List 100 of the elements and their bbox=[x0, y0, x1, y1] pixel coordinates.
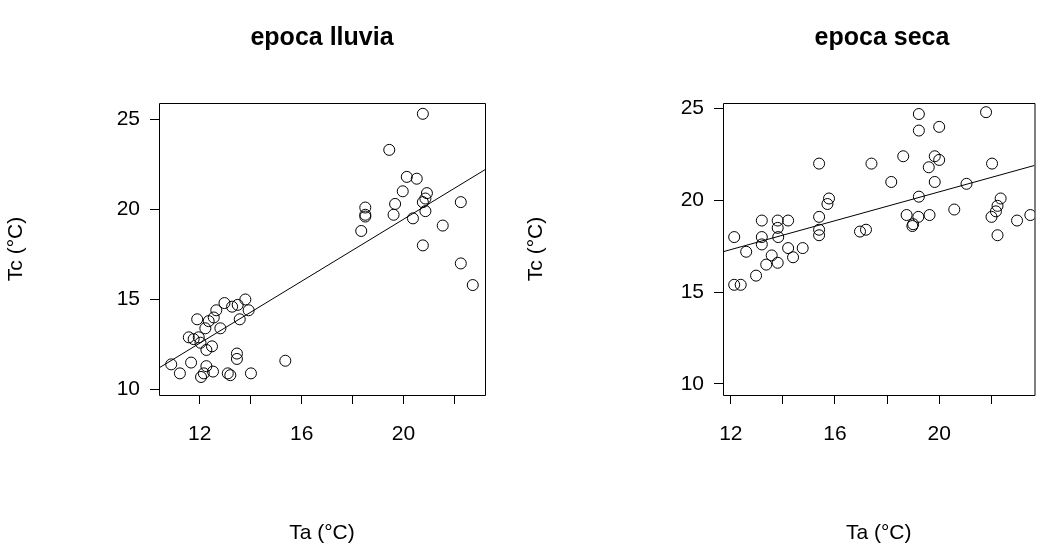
point bbox=[823, 192, 835, 205]
point bbox=[933, 153, 946, 166]
point bbox=[194, 336, 207, 349]
x-axis-title: Ta (°C) bbox=[845, 520, 912, 544]
point bbox=[389, 197, 402, 210]
point bbox=[821, 198, 834, 211]
point bbox=[230, 352, 243, 365]
y-tick-label: 15 bbox=[680, 278, 704, 302]
point bbox=[226, 300, 239, 313]
x-tick-label: 12 bbox=[188, 421, 212, 445]
point bbox=[980, 106, 993, 119]
point bbox=[740, 245, 753, 258]
point bbox=[771, 214, 784, 227]
point bbox=[383, 143, 396, 156]
point bbox=[244, 367, 257, 380]
point bbox=[191, 313, 204, 326]
point bbox=[239, 293, 252, 306]
x-tick-label: 12 bbox=[719, 421, 743, 445]
point bbox=[165, 358, 178, 371]
point bbox=[750, 269, 763, 282]
point bbox=[192, 331, 205, 344]
point bbox=[813, 157, 826, 170]
point bbox=[200, 360, 213, 373]
point bbox=[400, 170, 413, 183]
point bbox=[755, 214, 768, 227]
point bbox=[387, 208, 400, 221]
x-tick-label: 20 bbox=[391, 421, 416, 445]
point bbox=[454, 257, 467, 270]
point bbox=[897, 150, 910, 163]
point bbox=[1011, 214, 1024, 227]
point bbox=[466, 279, 479, 292]
point bbox=[991, 229, 1004, 242]
point bbox=[279, 354, 292, 367]
point bbox=[859, 223, 872, 236]
point bbox=[436, 219, 449, 232]
point bbox=[734, 278, 747, 291]
point bbox=[1024, 209, 1035, 222]
point bbox=[933, 120, 946, 133]
point bbox=[419, 205, 432, 218]
chart-title: epoca seca bbox=[813, 22, 951, 51]
point bbox=[355, 224, 368, 237]
point bbox=[233, 313, 246, 326]
point bbox=[771, 221, 784, 234]
point bbox=[928, 150, 941, 163]
point bbox=[813, 229, 826, 242]
point bbox=[772, 231, 785, 244]
point bbox=[182, 331, 195, 344]
point bbox=[985, 210, 998, 223]
point bbox=[728, 231, 741, 244]
point bbox=[218, 297, 231, 310]
point bbox=[206, 365, 219, 378]
point bbox=[760, 258, 773, 271]
x-tick-label: 20 bbox=[927, 421, 951, 445]
point bbox=[912, 108, 925, 121]
point bbox=[912, 190, 925, 203]
y-tick-label: 20 bbox=[680, 187, 704, 211]
x-tick-label: 16 bbox=[823, 421, 847, 445]
point bbox=[199, 322, 212, 335]
y-axis-title: Tc (°C) bbox=[523, 216, 547, 282]
point bbox=[765, 249, 778, 262]
point bbox=[728, 278, 741, 291]
point bbox=[960, 177, 973, 190]
point bbox=[202, 315, 215, 328]
x-axis-title: Ta (°C) bbox=[289, 520, 355, 544]
point bbox=[207, 311, 220, 324]
point bbox=[454, 196, 467, 209]
point bbox=[185, 356, 198, 369]
point bbox=[755, 231, 768, 244]
point bbox=[922, 161, 935, 174]
y-tick-label: 25 bbox=[680, 95, 704, 119]
point bbox=[986, 157, 999, 170]
point bbox=[813, 210, 826, 223]
point bbox=[210, 304, 223, 317]
point bbox=[416, 196, 429, 209]
point bbox=[782, 242, 795, 255]
point bbox=[406, 212, 419, 225]
point bbox=[787, 251, 800, 264]
point bbox=[205, 340, 218, 353]
point bbox=[230, 347, 243, 360]
y-tick-label: 15 bbox=[116, 286, 140, 310]
y-tick-label: 10 bbox=[680, 370, 704, 394]
point bbox=[928, 175, 941, 188]
point bbox=[410, 172, 423, 185]
x-tick-label: 16 bbox=[289, 421, 314, 445]
point bbox=[200, 343, 213, 356]
point bbox=[782, 214, 795, 227]
point bbox=[912, 124, 925, 137]
point bbox=[416, 239, 429, 252]
chart-title: epoca lluvia bbox=[249, 22, 395, 51]
point bbox=[214, 322, 227, 335]
point bbox=[885, 175, 898, 188]
point bbox=[231, 298, 244, 311]
y-tick-label: 25 bbox=[116, 106, 140, 130]
point bbox=[771, 256, 784, 269]
point bbox=[948, 203, 961, 216]
point bbox=[900, 209, 913, 222]
point bbox=[416, 107, 429, 120]
point bbox=[923, 209, 936, 222]
point bbox=[187, 333, 200, 346]
point bbox=[796, 242, 809, 255]
